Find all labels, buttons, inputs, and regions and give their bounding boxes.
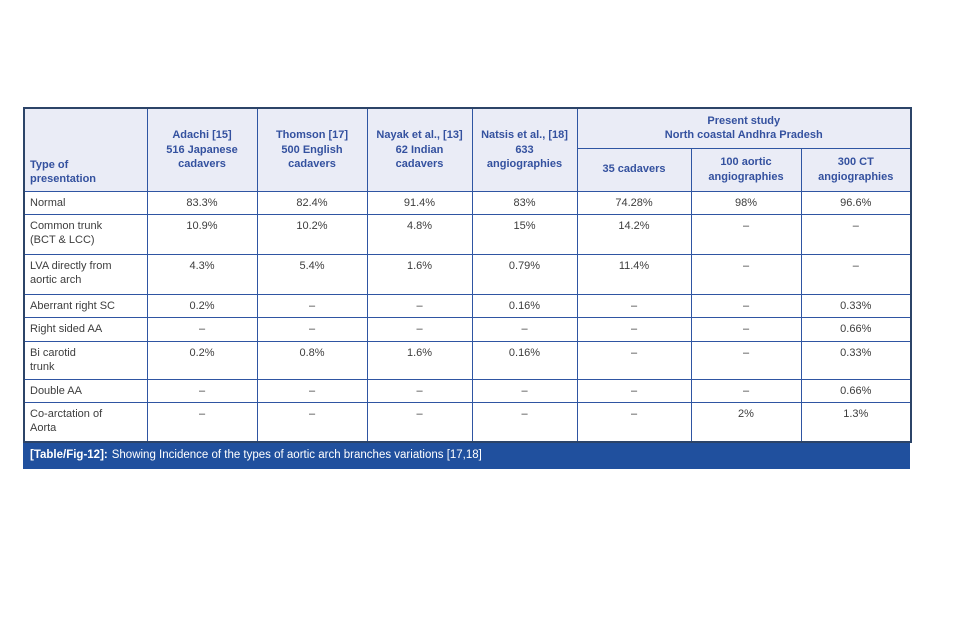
- cell-value: –: [256, 401, 368, 443]
- cell-value: –: [576, 401, 692, 443]
- cell-value: –: [146, 378, 258, 403]
- table-row: Right sided AA – – – – – –0.66%: [23, 316, 912, 342]
- cell-value: 1.3%: [800, 401, 912, 443]
- table-row: Bi carotid trunk 0.2% 0.8% 1.6% 0.16% – –0.33%: [23, 340, 912, 380]
- col-header-nayak: Nayak et al., [13] 62 Indian cadavers: [366, 107, 473, 192]
- table-row: Co-arctation of Aorta – – – – –2% 1.3%: [23, 401, 912, 443]
- cell-value: –: [690, 253, 802, 295]
- cell-value: 98%: [690, 190, 802, 215]
- cell-value: 83.3%: [146, 190, 258, 215]
- cell-value: 83%: [471, 190, 578, 215]
- cell-value: –: [471, 378, 578, 403]
- table-body: Normal 83.3% 82.4% 91.4% 83% 74.28% 98% 96.6% Co…: [23, 190, 912, 443]
- cell-value: –: [146, 401, 258, 443]
- cell-value: 0.2%: [146, 340, 258, 380]
- cell-value: 96.6%: [800, 190, 912, 215]
- cell-value: 2%: [690, 401, 802, 443]
- col-header-adachi: Adachi [15] 516 Japanese cadavers: [146, 107, 258, 192]
- cell-value: –: [471, 401, 578, 443]
- table-row: LVA directly from aortic arch 4.3% 5.4% 1.6…: [23, 253, 912, 295]
- row-label: Right sided AA: [23, 316, 148, 342]
- cell-value: 10.2%: [256, 213, 368, 255]
- row-label: LVA directly from aortic arch: [23, 253, 148, 295]
- cell-value: –: [576, 378, 692, 403]
- row-label: Normal: [23, 190, 148, 215]
- cell-value: –: [800, 213, 912, 255]
- cell-value: 11.4%: [576, 253, 692, 295]
- cell-value: 0.66%: [800, 316, 912, 342]
- row-label: Aberrant right SC: [23, 293, 148, 318]
- col-group-header-present-study: Present study North coastal Andhra Prade…: [576, 107, 912, 149]
- col-header-300-ct-angiographies: 300 CT angiographies: [800, 147, 912, 192]
- cell-value: 5.4%: [256, 253, 368, 295]
- cell-value: 74.28%: [576, 190, 692, 215]
- col-header-35-cadavers: 35 cadavers: [576, 147, 692, 192]
- cell-value: 0.2%: [146, 293, 258, 318]
- header-row-main: Type of presentation Adachi [15] 516 Jap…: [23, 107, 912, 192]
- cell-value: –: [690, 340, 802, 380]
- cell-value: 15%: [471, 213, 578, 255]
- table-caption-text: Showing Incidence of the types of aortic…: [111, 449, 482, 461]
- table-row: Normal 83.3% 82.4% 91.4% 83% 74.28% 98% 96.6%: [23, 190, 912, 215]
- row-label: Co-arctation of Aorta: [23, 401, 148, 443]
- table-row: Common trunk (BCT & LCC) 10.9% 10.2% 4.8% 15…: [23, 213, 912, 255]
- cell-value: 82.4%: [256, 190, 368, 215]
- table-header: Type of presentation Adachi [15] 516 Jap…: [23, 107, 912, 192]
- cell-value: –: [690, 378, 802, 403]
- cell-value: 0.16%: [471, 340, 578, 380]
- row-label: Common trunk (BCT & LCC): [23, 213, 148, 255]
- table-fig-12: Type of presentation Adachi [15] 516 Jap…: [23, 107, 913, 469]
- row-label: Double AA: [23, 378, 148, 403]
- cell-value: 0.33%: [800, 340, 912, 380]
- cell-value: 0.79%: [471, 253, 578, 295]
- col-header-natsis: Natsis et al., [18] 633 angiographies: [471, 107, 578, 192]
- cell-value: –: [366, 293, 473, 318]
- cell-value: –: [690, 213, 802, 255]
- cell-value: –: [690, 316, 802, 342]
- cell-value: –: [576, 293, 692, 318]
- cell-value: 0.33%: [800, 293, 912, 318]
- cell-value: –: [146, 316, 258, 342]
- cell-value: 91.4%: [366, 190, 473, 215]
- cell-value: 1.6%: [366, 253, 473, 295]
- col-header-type-of-presentation: Type of presentation: [23, 107, 148, 192]
- cell-value: –: [256, 316, 368, 342]
- cell-value: –: [690, 293, 802, 318]
- cell-value: 0.16%: [471, 293, 578, 318]
- table-caption: [Table/Fig-12]: Showing Incidence of the …: [23, 443, 910, 469]
- cell-value: –: [366, 378, 473, 403]
- cell-value: 10.9%: [146, 213, 258, 255]
- cell-value: –: [576, 340, 692, 380]
- table-row: Aberrant right SC 0.2% – –0.16% – –0.33%: [23, 293, 912, 318]
- table-row: Double AA – – – – – –0.66%: [23, 378, 912, 403]
- col-header-100-aortic-angiographies: 100 aortic angiographies: [690, 147, 802, 192]
- cell-value: –: [366, 401, 473, 443]
- cell-value: 14.2%: [576, 213, 692, 255]
- row-label: Bi carotid trunk: [23, 340, 148, 380]
- cell-value: –: [800, 253, 912, 295]
- cell-value: –: [576, 316, 692, 342]
- cell-value: 0.8%: [256, 340, 368, 380]
- cell-value: 4.8%: [366, 213, 473, 255]
- cell-value: 0.66%: [800, 378, 912, 403]
- cell-value: –: [256, 378, 368, 403]
- cell-value: –: [366, 316, 473, 342]
- aortic-arch-incidence-table: Type of presentation Adachi [15] 516 Jap…: [23, 107, 913, 443]
- cell-value: 1.6%: [366, 340, 473, 380]
- cell-value: –: [256, 293, 368, 318]
- cell-value: 4.3%: [146, 253, 258, 295]
- cell-value: –: [471, 316, 578, 342]
- table-caption-label: [Table/Fig-12]:: [30, 449, 108, 461]
- header-row-sub: 35 cadavers 100 aortic angiographies 300…: [24, 147, 912, 192]
- col-header-thomson: Thomson [17] 500 English cadavers: [256, 107, 368, 192]
